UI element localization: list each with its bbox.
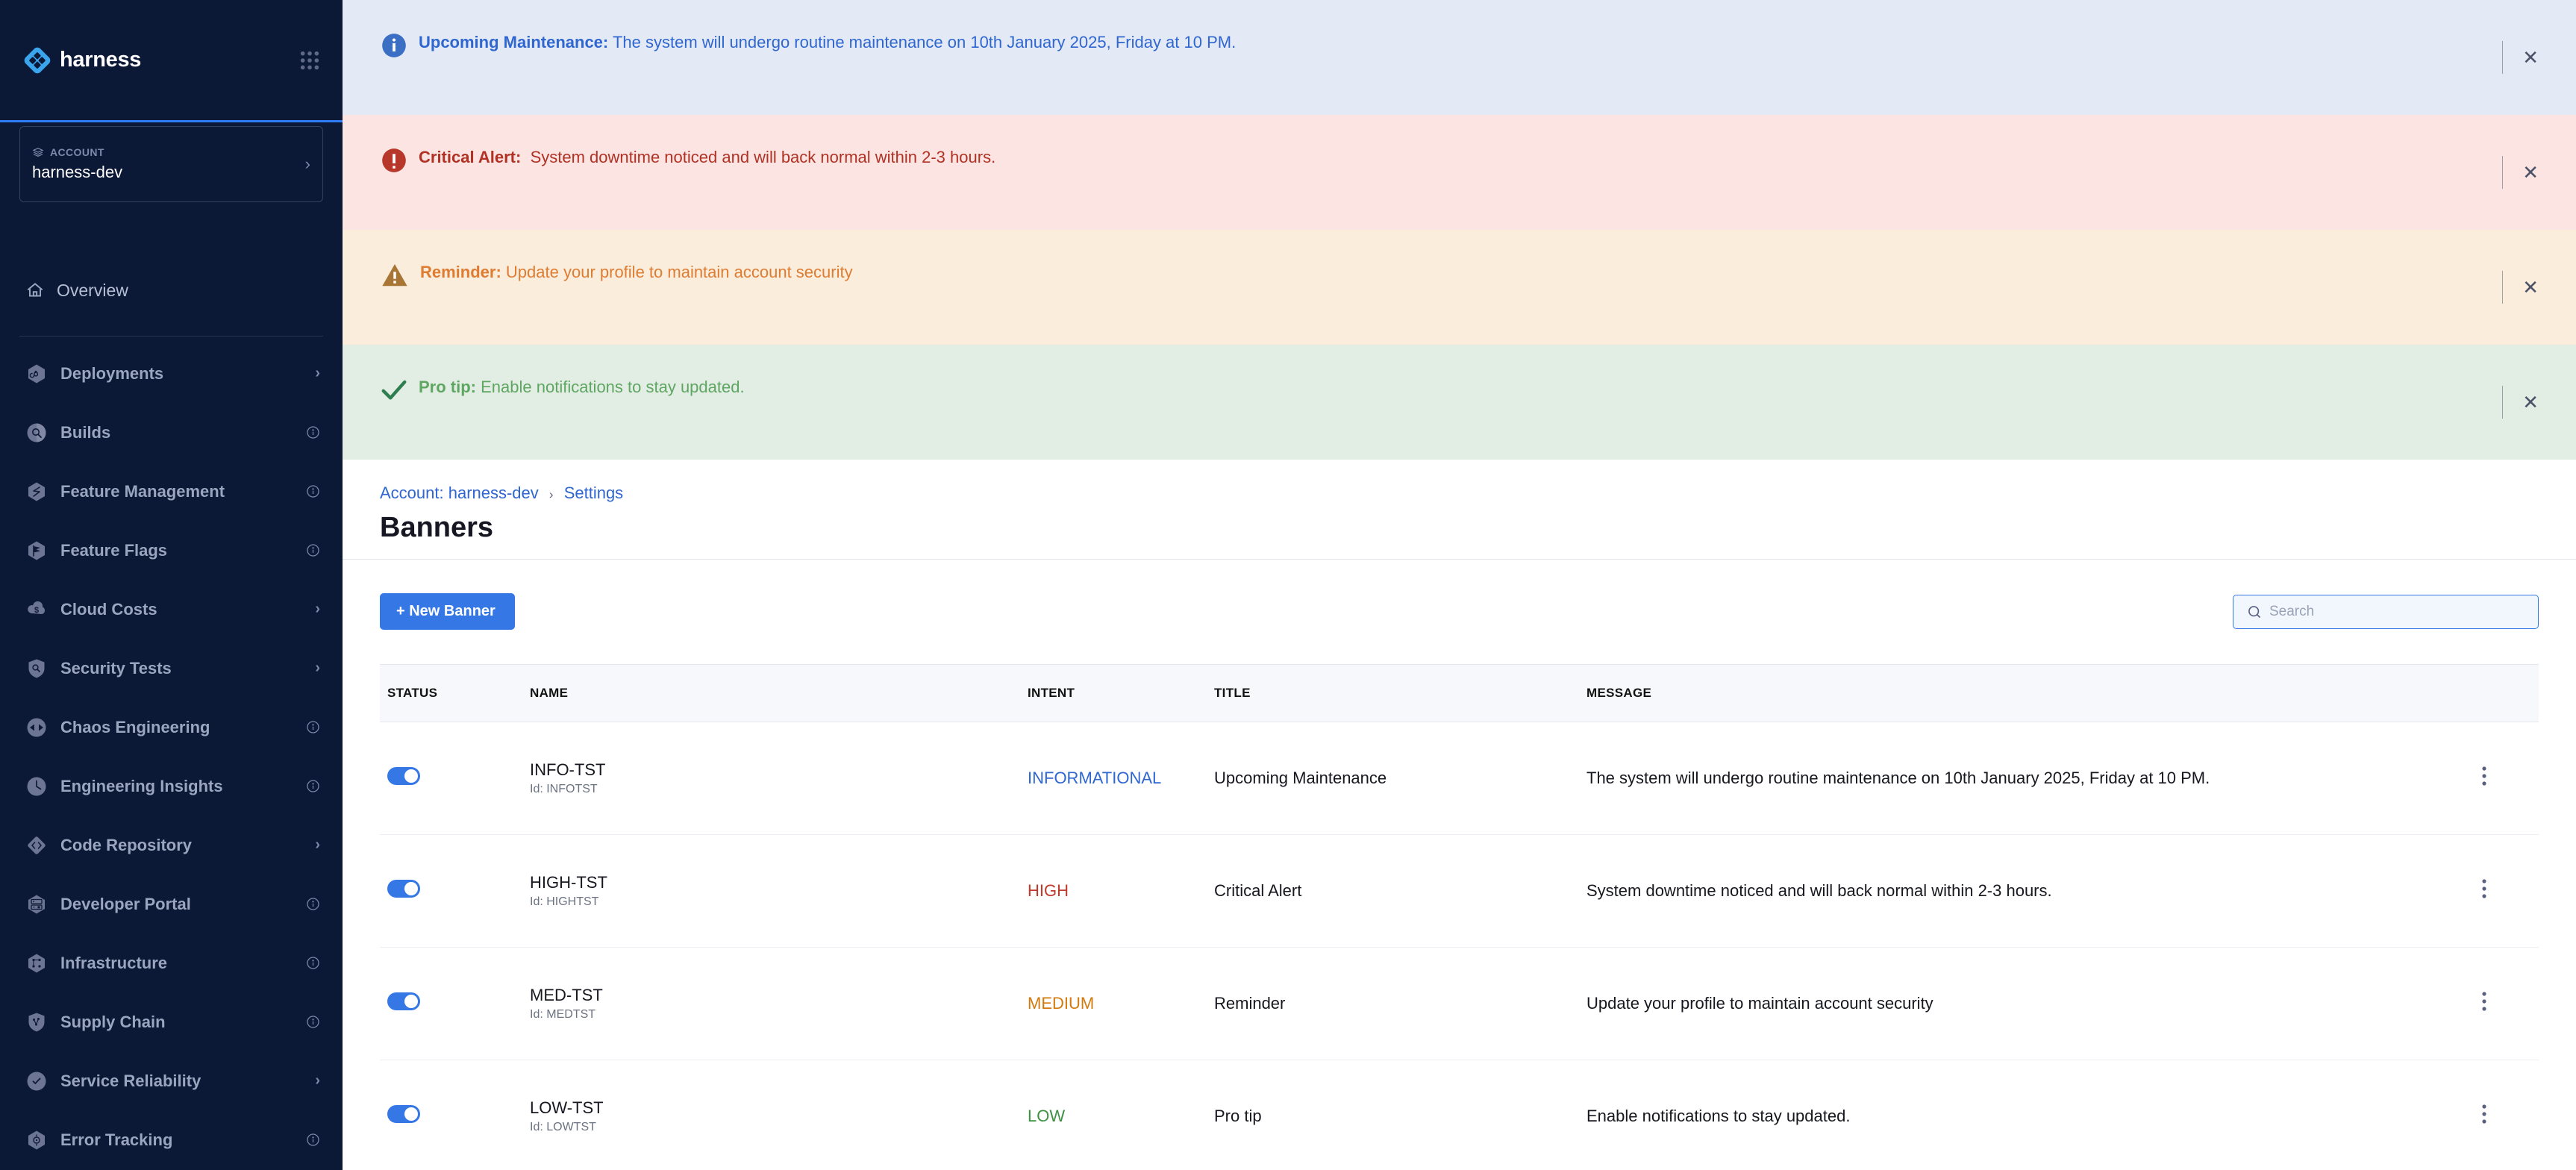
svg-text:$: $ <box>34 606 39 615</box>
